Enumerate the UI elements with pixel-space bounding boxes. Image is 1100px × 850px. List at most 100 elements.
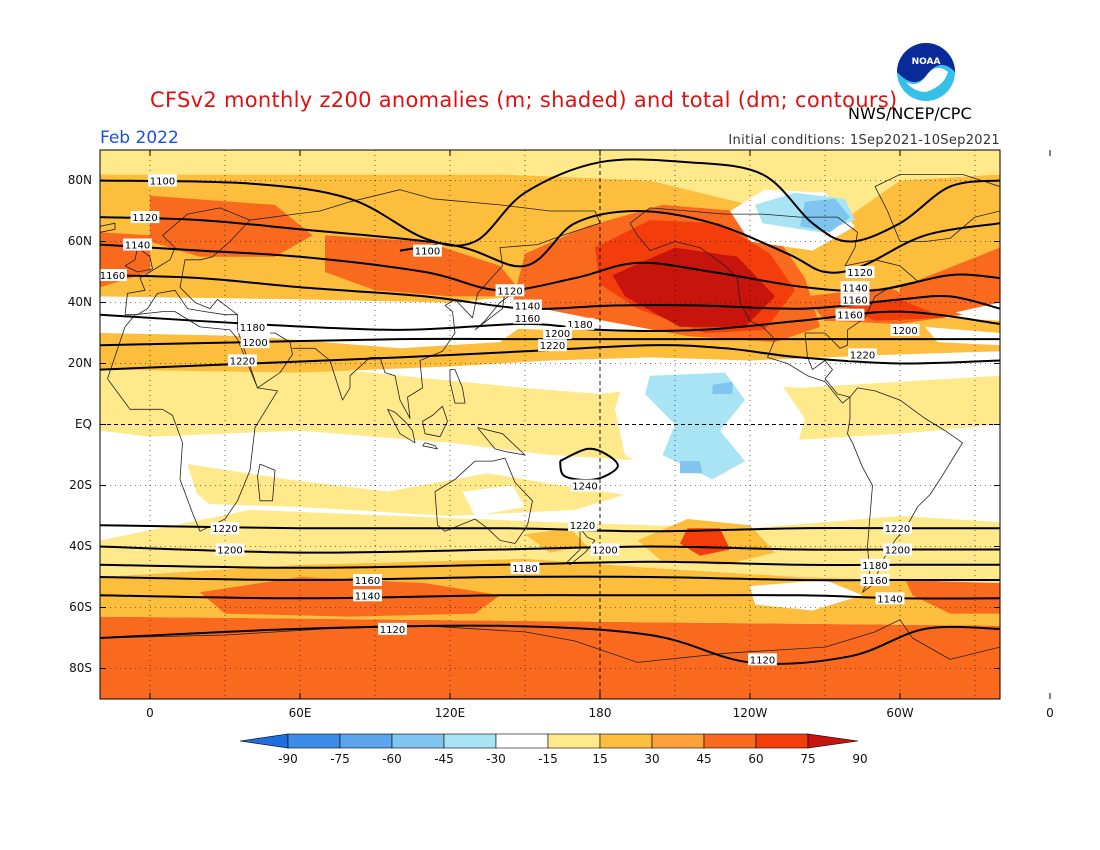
colorbar-segment — [703, 733, 757, 749]
anomaly-region — [645, 372, 745, 480]
colorbar-label: 15 — [592, 752, 608, 766]
anomaly-region — [200, 577, 500, 617]
colorbar-segment — [755, 733, 809, 749]
coastline — [124, 247, 153, 273]
coastline — [100, 222, 116, 233]
contour-label: 1120 — [847, 268, 872, 279]
anomaly-region — [680, 461, 703, 474]
coastline — [107, 311, 278, 532]
contour-label-box — [848, 348, 877, 361]
contour-label: 1220 — [570, 521, 595, 532]
colorbar-label: -60 — [382, 752, 402, 766]
contour-label: 1140 — [842, 283, 867, 294]
contour-line-1240 — [559, 447, 619, 481]
contour-label: 1100 — [415, 247, 440, 258]
contour-label: 1120 — [497, 286, 522, 297]
contour-label: 1160 — [515, 314, 540, 325]
contour-label: 1200 — [242, 338, 267, 349]
colorbar-label: -30 — [486, 752, 506, 766]
axis-ticks — [100, 150, 1051, 699]
contour-label-box — [130, 211, 160, 224]
latitude-label: 40N — [67, 294, 92, 309]
colorbar-label: -45 — [434, 752, 454, 766]
coastline — [874, 174, 1000, 242]
longitude-label: 120W — [732, 706, 768, 720]
contour-label-box — [513, 299, 542, 312]
contour-label: 1120 — [132, 213, 157, 224]
contour-label-box — [238, 320, 267, 333]
colorbar-label: 30 — [644, 752, 660, 766]
noaa-logo-icon: NOAA — [897, 43, 955, 101]
colorbar-label: 90 — [852, 752, 868, 766]
contour-label: 1200 — [885, 546, 910, 557]
contour-label: 1200 — [592, 546, 617, 557]
coastline — [422, 405, 448, 438]
contour-label-box — [353, 589, 382, 602]
colorbar-segment — [599, 733, 653, 749]
coastline — [449, 369, 466, 404]
height-contours — [100, 158, 1000, 665]
contour-label-box — [860, 558, 890, 571]
colorbar-label: 75 — [800, 752, 816, 766]
contour-label: 1120 — [380, 625, 405, 636]
contour-label-box — [240, 336, 270, 349]
contour-label-box — [590, 543, 620, 556]
contour-labels: 1100110011201140116011801200122012401220… — [100, 174, 920, 666]
contour-label-box — [890, 323, 920, 336]
contour-label: 1120 — [750, 655, 775, 666]
contour-label: 1140 — [355, 591, 380, 602]
coastline — [477, 427, 526, 456]
contour-label-box — [840, 293, 870, 306]
contour-label-box — [568, 519, 597, 532]
contour-label-box — [100, 269, 127, 282]
contour-line-1140 — [100, 243, 1000, 293]
latitude-label: 20N — [67, 355, 92, 370]
coastline — [249, 189, 601, 419]
coastline — [257, 463, 276, 502]
contour-label: 1140 — [515, 302, 540, 313]
contour-label-box — [565, 317, 595, 330]
contour-label-box — [510, 561, 540, 574]
contour-label-box — [883, 543, 912, 556]
agency-label: NWS/NCEP/CPC — [848, 104, 972, 123]
contour-label-box — [840, 281, 870, 294]
contour-label: 1160 — [355, 576, 380, 587]
colorbar-segment — [443, 733, 497, 749]
contour-label: 1240 — [572, 482, 597, 493]
colorbar-segment — [495, 733, 549, 749]
coastline — [124, 207, 251, 316]
contour-label: 1200 — [217, 546, 242, 557]
anomaly-region — [680, 528, 730, 556]
latitude-label: EQ — [74, 416, 92, 431]
contour-label-box — [748, 653, 777, 666]
contour-label: 1220 — [540, 341, 565, 352]
initial-conditions: Initial conditions: 1Sep2021-10Sep2021 — [728, 133, 1000, 148]
contour-label: 1100 — [150, 177, 175, 188]
contour-line-1160 — [100, 274, 1000, 310]
chart-title: CFSv2 monthly z200 anomalies (m; shaded)… — [150, 88, 898, 112]
contour-line-1120 — [100, 624, 1000, 665]
contour-label-box — [835, 308, 865, 321]
colorbar-segment — [651, 733, 705, 749]
anomaly-region — [100, 616, 1000, 699]
contour-label-box — [845, 266, 875, 278]
anomaly-region — [462, 485, 525, 516]
contour-label-box — [538, 339, 567, 352]
colorbar-label: -90 — [278, 752, 298, 766]
contour-label-box — [215, 543, 245, 556]
anomaly-region — [925, 326, 1000, 346]
longitude-label: 60E — [288, 706, 312, 720]
contour-label-box — [860, 574, 890, 587]
contour-label: 1220 — [212, 524, 237, 535]
latitude-label: 60S — [69, 599, 92, 614]
coastline — [434, 457, 533, 544]
colorbar-segment — [339, 733, 393, 749]
longitude-label: 60W — [886, 706, 914, 720]
forecast-period: Feb 2022 — [100, 128, 179, 148]
contour-line-1100 — [100, 158, 1000, 247]
latitude-label: 40S — [69, 538, 92, 553]
contour-label-box — [353, 574, 382, 587]
colorbar-label: -75 — [330, 752, 350, 766]
contour-label: 1160 — [100, 271, 125, 282]
contour-label: 1180 — [512, 564, 537, 575]
